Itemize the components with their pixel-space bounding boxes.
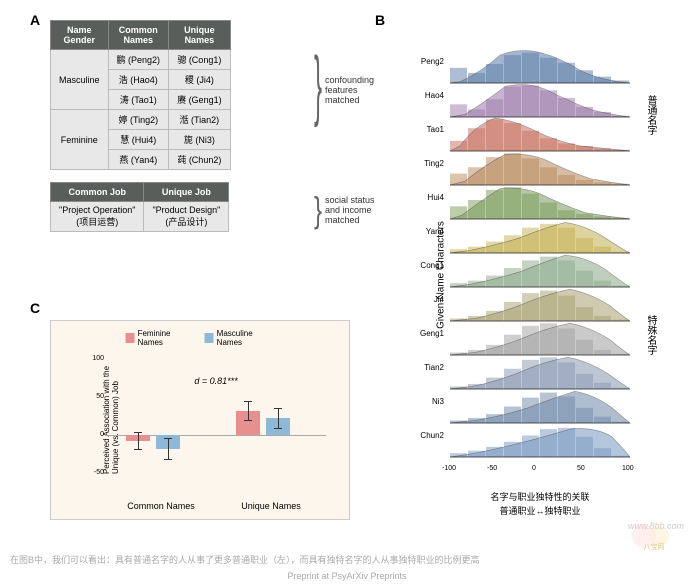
table2-note: social status and income matched bbox=[325, 195, 385, 225]
figure-container: A B C Name GenderCommon NamesUnique Name… bbox=[0, 0, 694, 586]
panel-c-chart: Feminine NamesMasculine Names Perceived … bbox=[50, 320, 350, 520]
bar-plot-area: d = 0.81*** bbox=[106, 351, 326, 481]
names-table: Name GenderCommon NamesUnique Names Masc… bbox=[50, 20, 231, 170]
brace-icon: } bbox=[314, 189, 322, 230]
panel-b-ridgeplot: Given-Name Characters 名字与职业独特性的关联 普通职业↔独… bbox=[395, 35, 675, 515]
preprint-note: Preprint at PsyArXiv Preprints bbox=[287, 571, 406, 581]
b-x-axis-label: 名字与职业独特性的关联 bbox=[450, 490, 630, 503]
jobs-table: Common JobUnique Job "Project Operation"… bbox=[50, 182, 229, 232]
panel-label-a: A bbox=[30, 12, 40, 28]
panel-label-b: B bbox=[375, 12, 385, 28]
b-y-axis-label: Given-Name Characters bbox=[435, 221, 446, 329]
caption: 在图B中，我们可以看出：具有普通名字的人从事了更多普通职业（左），而具有独特名字… bbox=[10, 553, 480, 566]
logo: 八宝网 bbox=[629, 521, 679, 551]
legend: Feminine NamesMasculine Names bbox=[126, 329, 275, 347]
b-x-axis-label2: 普通职业↔独特职业 bbox=[450, 504, 630, 517]
table1-note: confounding features matched bbox=[325, 75, 385, 105]
effect-size: d = 0.81*** bbox=[194, 376, 237, 386]
panel-label-c: C bbox=[30, 300, 40, 316]
brace-icon: } bbox=[314, 40, 322, 130]
panel-a: Name GenderCommon NamesUnique Names Masc… bbox=[50, 20, 340, 232]
svg-text:八宝网: 八宝网 bbox=[644, 542, 665, 551]
